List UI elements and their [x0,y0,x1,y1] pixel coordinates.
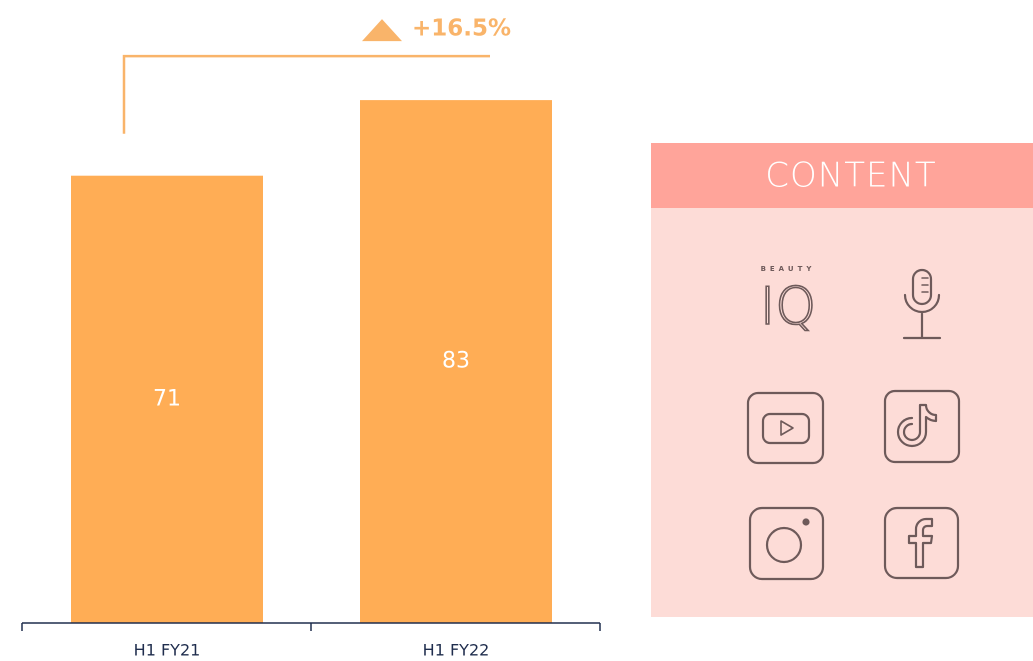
bar [360,100,552,624]
change-bracket [122,54,490,134]
panel-header [651,143,1033,208]
content-panel: CONTENT BEAUTY IQ [651,143,1033,617]
youtube-icon [746,391,825,465]
change-arrow [362,19,402,42]
mic-icon [902,268,942,340]
facebook-icon [883,506,960,580]
change-label: +16.5% [412,16,511,42]
panel-body [651,143,1033,617]
x-tick-label: H1 FY22 [423,641,490,660]
bar [71,175,263,623]
logo: IQ [760,277,816,337]
tiktok-icon [883,389,961,464]
instagram-icon [748,506,825,581]
value-label: 83 [442,349,470,374]
value-label: 71 [153,386,181,411]
x-tick-label: H1 FY21 [134,641,201,660]
panel-title: CONTENT [765,156,936,196]
logo-top: BEAUTY [761,265,816,273]
